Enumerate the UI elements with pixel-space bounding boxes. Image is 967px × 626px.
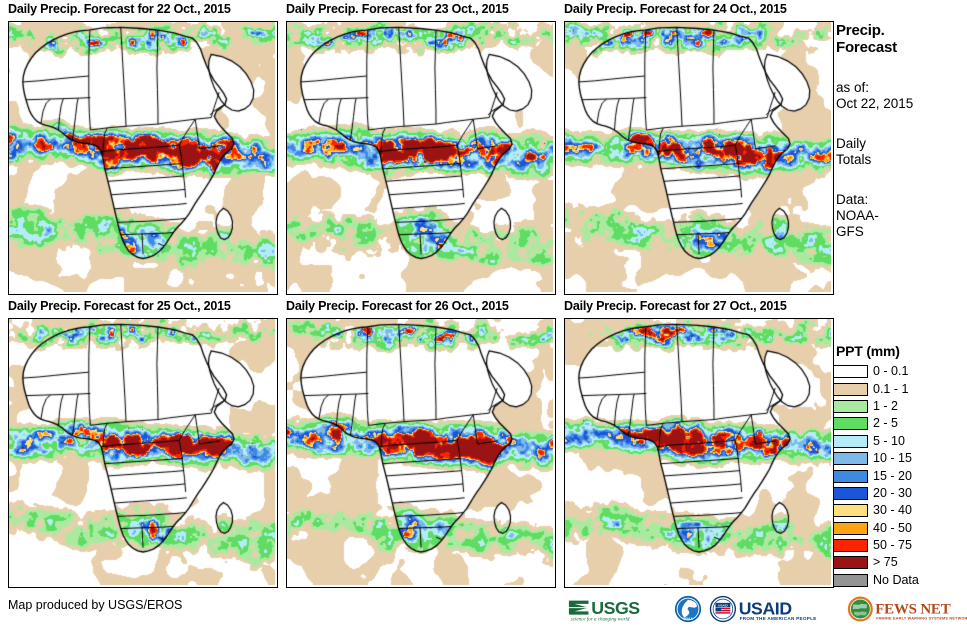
footer-credit: Map produced by USGS/EROS (8, 598, 183, 612)
map-frame[interactable] (564, 21, 834, 295)
legend-label: 50 - 75 (873, 538, 912, 553)
legend-rows: 0 - 0.1 0.1 - 1 1 - 2 2 - 5 5 - 10 10 - 15 15 … (833, 363, 967, 589)
legend-label: 2 - 5 (873, 416, 899, 431)
legend-swatch (833, 556, 868, 570)
as-of-label: as of: (836, 80, 870, 95)
map-frame[interactable] (8, 318, 278, 588)
fewsnet-logo[interactable]: FEWS NET FAMINE EARLY WARNING SYSTEMS NE… (846, 595, 967, 623)
legend-row: 40 - 50 (833, 520, 967, 537)
legend: PPT (mm) 0 - 0.1 0.1 - 1 1 - 2 2 - 5 5 - 10 1… (833, 343, 967, 589)
forecast-panel-3: Daily Precip. Forecast for 24 Oct., 2015 (556, 2, 834, 295)
data-source-line2: GFS (836, 224, 864, 239)
map-frame[interactable] (564, 318, 834, 588)
totals-line2: Totals (836, 152, 872, 167)
forecast-panel-2: Daily Precip. Forecast for 23 Oct., 2015 (278, 2, 556, 295)
info-title-line2: Forecast (836, 39, 897, 56)
legend-swatch (833, 504, 868, 518)
legend-swatch (833, 382, 868, 396)
precip-map-canvas (287, 22, 553, 292)
precip-map-canvas (565, 319, 831, 585)
legend-label: 15 - 20 (873, 468, 912, 483)
info-panel: Precip. Forecast as of: Oct 22, 2015 Dai… (836, 22, 964, 240)
legend-row: 30 - 40 (833, 502, 967, 519)
svg-text:FAMINE EARLY WARNING SYSTEMS N: FAMINE EARLY WARNING SYSTEMS NETWORK (876, 616, 967, 620)
panel-title: Daily Precip. Forecast for 24 Oct., 2015 (564, 2, 787, 16)
panel-title: Daily Precip. Forecast for 27 Oct., 2015 (564, 299, 787, 313)
legend-label: 20 - 30 (873, 485, 912, 500)
precip-map-canvas (565, 22, 831, 292)
svg-text:NOAA: NOAA (683, 617, 693, 621)
map-frame[interactable] (8, 21, 278, 295)
panel-title: Daily Precip. Forecast for 25 Oct., 2015 (8, 299, 231, 313)
legend-swatch (833, 399, 868, 413)
precip-map-canvas (287, 319, 553, 585)
totals-line1: Daily (836, 136, 867, 151)
svg-text:USAID: USAID (739, 599, 792, 619)
svg-text:USGS: USGS (591, 598, 640, 618)
legend-row: 0.1 - 1 (833, 380, 967, 397)
map-frame[interactable] (286, 21, 556, 295)
forecast-panel-1: Daily Precip. Forecast for 22 Oct., 2015 (0, 2, 278, 295)
usaid-logo[interactable]: USAID USAID FROM THE AMERICAN PEOPLE (709, 595, 839, 623)
legend-swatch (833, 469, 868, 483)
forecast-panel-6: Daily Precip. Forecast for 27 Oct., 2015 (556, 299, 834, 588)
legend-row: 1 - 2 (833, 398, 967, 415)
as-of-block: as of: Oct 22, 2015 (836, 80, 964, 112)
map-frame[interactable] (286, 318, 556, 588)
legend-title: PPT (mm) (836, 343, 900, 359)
legend-row: 15 - 20 (833, 467, 967, 484)
totals-block: Daily Totals (836, 136, 964, 168)
panel-title: Daily Precip. Forecast for 22 Oct., 2015 (8, 2, 231, 16)
svg-text:FROM THE AMERICAN PEOPLE: FROM THE AMERICAN PEOPLE (740, 616, 817, 621)
legend-row: 50 - 75 (833, 537, 967, 554)
legend-swatch (833, 521, 868, 535)
legend-label: 10 - 15 (873, 451, 912, 466)
legend-row: > 75 (833, 554, 967, 571)
as-of-date: Oct 22, 2015 (836, 96, 914, 111)
legend-swatch (833, 365, 868, 379)
precip-map-canvas (9, 319, 275, 585)
legend-label: 40 - 50 (873, 520, 912, 535)
legend-swatch (833, 573, 868, 587)
logo-bar: USGS science for a changing world NOAA U… (566, 594, 967, 624)
info-title-line1: Precip. (836, 22, 885, 39)
svg-text:FEWS NET: FEWS NET (875, 602, 950, 618)
noaa-logo[interactable]: NOAA (674, 595, 702, 623)
panel-title: Daily Precip. Forecast for 23 Oct., 2015 (286, 2, 509, 16)
legend-swatch (833, 434, 868, 448)
legend-row: 20 - 30 (833, 485, 967, 502)
legend-swatch (833, 452, 868, 466)
legend-label: 1 - 2 (873, 398, 899, 413)
legend-row: 10 - 15 (833, 450, 967, 467)
legend-row: 0 - 0.1 (833, 363, 967, 380)
data-source-block: Data: NOAA- GFS (836, 192, 964, 240)
legend-label: 0 - 0.1 (873, 364, 909, 379)
svg-text:USAID: USAID (718, 603, 728, 607)
svg-text:science for a changing world: science for a changing world (571, 616, 630, 623)
panel-title: Daily Precip. Forecast for 26 Oct., 2015 (286, 299, 509, 313)
legend-swatch (833, 539, 868, 553)
data-label: Data: (836, 192, 869, 207)
forecast-panel-4: Daily Precip. Forecast for 25 Oct., 2015 (0, 299, 278, 588)
legend-row: 5 - 10 (833, 433, 967, 450)
precip-map-canvas (9, 22, 275, 292)
legend-swatch (833, 486, 868, 500)
legend-row: No Data (833, 572, 967, 589)
legend-swatch (833, 417, 868, 431)
data-source-line1: NOAA- (836, 208, 879, 223)
legend-row: 2 - 5 (833, 415, 967, 432)
legend-label: No Data (873, 572, 919, 587)
forecast-panel-5: Daily Precip. Forecast for 26 Oct., 2015 (278, 299, 556, 588)
legend-label: 30 - 40 (873, 503, 912, 518)
legend-label: > 75 (873, 555, 898, 570)
legend-label: 0.1 - 1 (873, 381, 909, 396)
legend-label: 5 - 10 (873, 433, 905, 448)
usgs-logo[interactable]: USGS science for a changing world (566, 595, 667, 623)
